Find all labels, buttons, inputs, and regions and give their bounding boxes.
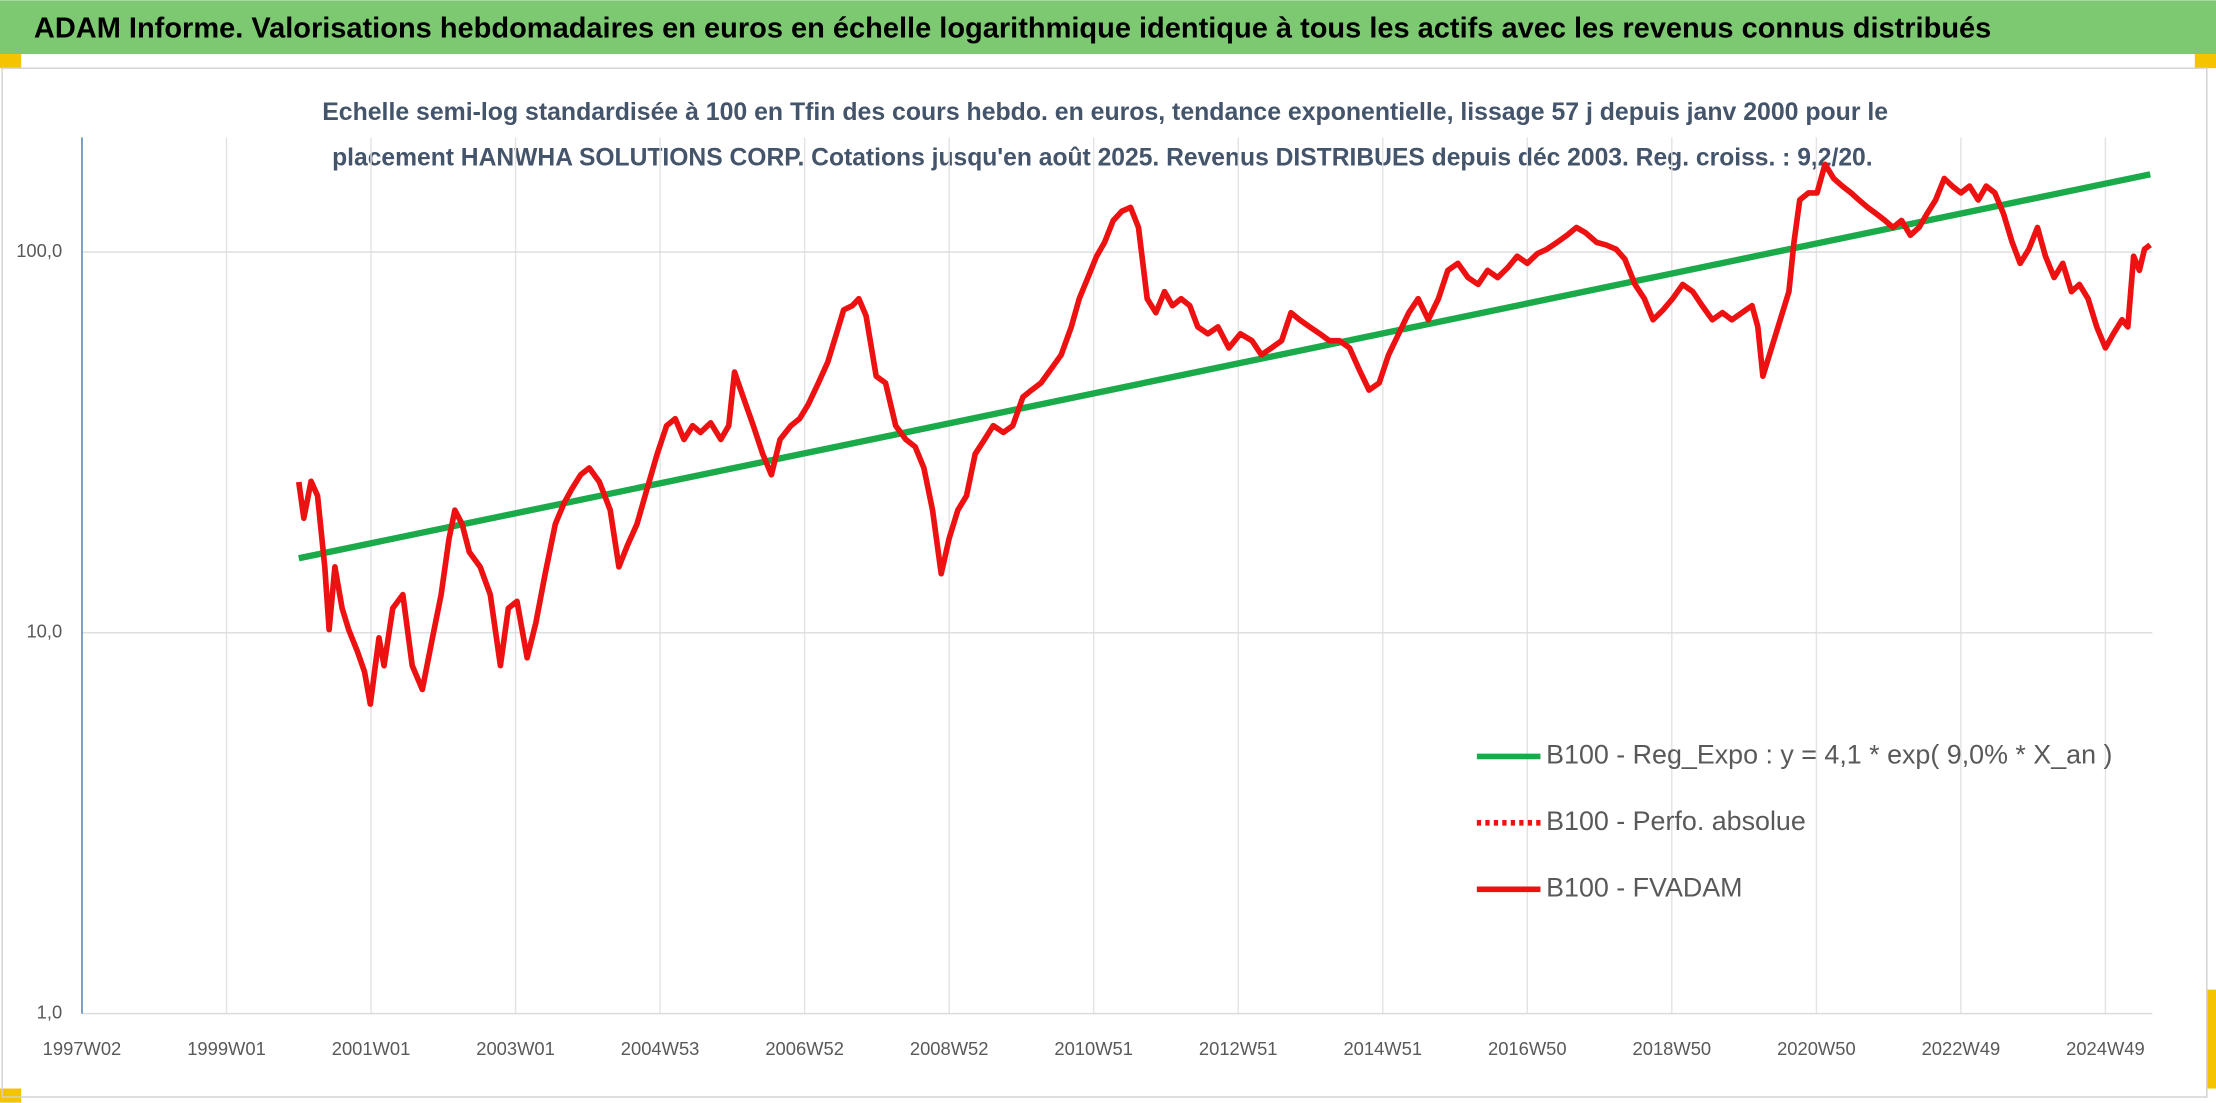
x-tick-label: 2004W53 <box>621 1038 700 1059</box>
legend-label: B100 - Perfo. absolue <box>1546 806 1806 836</box>
x-tick-label: 2006W52 <box>765 1038 844 1059</box>
x-tick-label: 2010W51 <box>1054 1038 1133 1059</box>
legend-label: B100 - FVADAM <box>1546 872 1742 902</box>
x-tick-label: 2008W52 <box>910 1038 989 1059</box>
chart-title: Echelle semi-log standardisée à 100 en T… <box>322 98 1888 126</box>
data-line <box>295 161 2152 707</box>
y-tick-label: 10,0 <box>26 621 62 642</box>
x-tick-label: 2016W50 <box>1488 1038 1567 1059</box>
plot-area: 1997W02 1999W01 2001W01 2003W01 2004W53 2006W… <box>16 137 2153 1059</box>
chart-title: placement HANWHA SOLUTIONS CORP. Cotatio… <box>332 143 1872 171</box>
x-tick-label: 1999W01 <box>187 1038 266 1059</box>
chart-frame <box>1 67 2208 1098</box>
x-tick-label: 2022W49 <box>1922 1038 2001 1059</box>
corner-mark <box>0 1088 22 1103</box>
y-tick-label: 100,0 <box>16 240 62 261</box>
x-tick-label: 2003W01 <box>476 1038 555 1059</box>
corner-mark <box>0 54 22 69</box>
x-tick-label: 1997W02 <box>43 1038 122 1059</box>
x-tick-label: 2012W51 <box>1199 1038 1278 1059</box>
legend-label: B100 - Reg_Expo : y = 4,1 * exp( 9,0% * … <box>1546 740 2112 770</box>
x-tick-label: 2020W50 <box>1777 1038 1856 1059</box>
y-tick-label: 1,0 <box>37 1001 63 1022</box>
corner-mark <box>2207 989 2216 1089</box>
x-tick-label: 2001W01 <box>332 1038 411 1059</box>
x-tick-label: 2018W50 <box>1633 1038 1712 1059</box>
x-tick-label: 2014W51 <box>1343 1038 1422 1059</box>
x-tick-label: 2024W49 <box>2066 1038 2145 1059</box>
header-bar <box>0 0 2216 55</box>
page-title: ADAM Informe. Valorisations hebdomadaire… <box>34 11 1991 43</box>
corner-mark <box>2194 54 2216 69</box>
data-line <box>298 171 2151 562</box>
